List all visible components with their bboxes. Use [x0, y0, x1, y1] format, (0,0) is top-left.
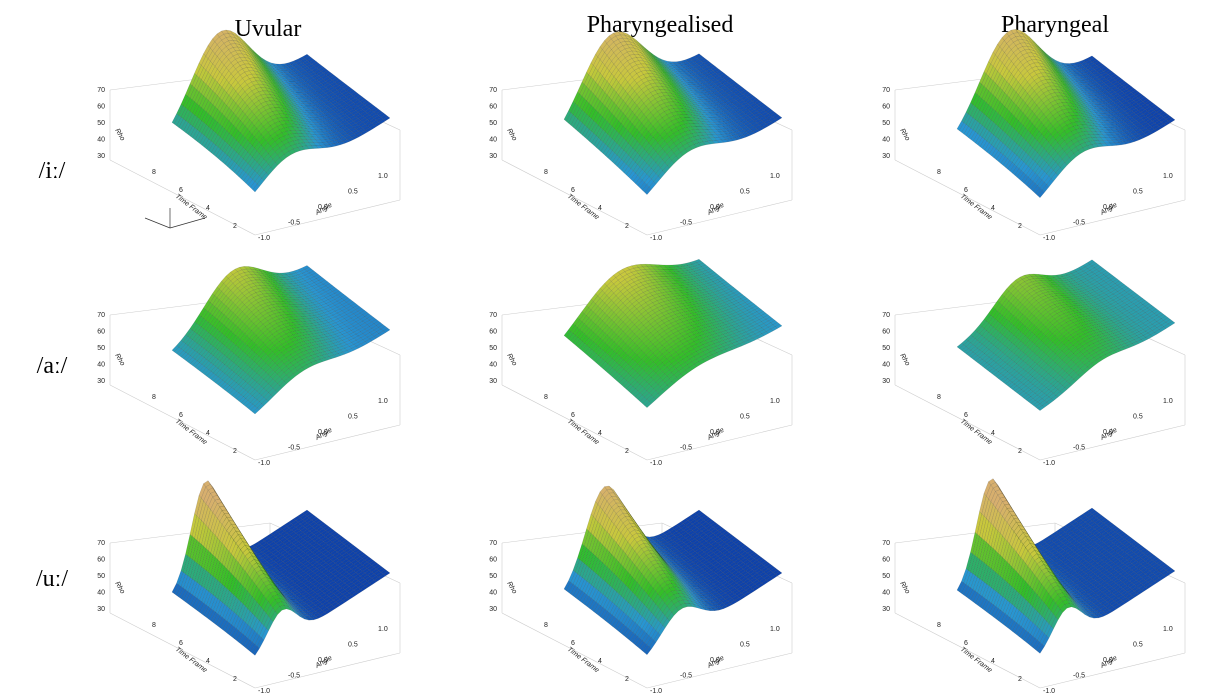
z-tick-label: 60: [97, 104, 105, 111]
y-tick-label: 4: [206, 430, 210, 437]
x-tick-label: -1.0: [258, 235, 270, 242]
x-tick-label: -0.5: [288, 445, 300, 452]
x-tick-label: 1.0: [1163, 173, 1173, 180]
x-tick-label: -0.5: [1073, 220, 1085, 227]
x-tick-label: -1.0: [1043, 235, 1055, 242]
x-tick-label: 1.0: [770, 173, 780, 180]
y-tick-label: 8: [152, 394, 156, 401]
z-tick-label: 30: [97, 378, 105, 385]
z-tick-label: 60: [882, 104, 890, 111]
x-tick-label: 0.5: [348, 189, 358, 196]
z-tick-label: 70: [97, 312, 105, 319]
x-tick-label: 1.0: [378, 398, 388, 405]
y-axis-label: Time Frame: [959, 193, 993, 221]
y-tick-label: 6: [179, 187, 183, 194]
surface-panel: 7060504030Rho8642Time Frame1.00.50.0-0.5…: [882, 29, 1185, 242]
column-title: Pharyngealised: [587, 12, 734, 38]
x-tick-label: 1.0: [378, 173, 388, 180]
x-tick-label: 0.5: [348, 414, 358, 421]
y-tick-label: 2: [233, 223, 237, 230]
x-tick-label: -0.5: [680, 220, 692, 227]
y-tick-label: 8: [937, 169, 941, 176]
y-tick-label: 8: [544, 169, 548, 176]
y-tick-label: 2: [1018, 223, 1022, 230]
z-tick-label: 60: [97, 329, 105, 336]
z-tick-label: 30: [97, 153, 105, 160]
surface-panel: 7060504030Rho8642Time Frame1.00.50.0-0.5…: [489, 259, 792, 467]
x-tick-label: -1.0: [258, 460, 270, 467]
x-tick-label: -0.5: [288, 220, 300, 227]
y-tick-label: 2: [625, 223, 629, 230]
z-tick-label: 40: [489, 137, 497, 144]
surface-grid: Uvular Pharyngealised Pharyngeal /iː/ /a…: [0, 0, 1205, 699]
y-axis-label: Time Frame: [566, 193, 600, 221]
z-tick-label: 60: [489, 104, 497, 111]
row-label: /aː/: [37, 353, 68, 379]
z-tick-label: 50: [882, 120, 890, 127]
z-tick-label: 70: [882, 87, 890, 94]
y-axis-label: Time Frame: [174, 193, 208, 221]
z-axis-label: Rho: [113, 128, 126, 143]
row-label: /uː/: [36, 566, 68, 592]
y-tick-label: 4: [206, 205, 210, 212]
y-tick-label: 6: [964, 187, 968, 194]
z-tick-label: 30: [882, 153, 890, 160]
y-tick-label: 2: [233, 448, 237, 455]
y-tick-label: 8: [152, 169, 156, 176]
y-axis-label: Time Frame: [174, 418, 208, 446]
z-axis-label: Rho: [113, 353, 126, 368]
column-title: Uvular: [235, 16, 302, 42]
y-tick-label: 6: [571, 187, 575, 194]
z-tick-label: 40: [97, 362, 105, 369]
surface-panel: 7060504030Rho8642Time Frame1.00.50.0-0.5…: [97, 265, 400, 467]
z-tick-label: 70: [489, 87, 497, 94]
z-tick-label: 30: [489, 153, 497, 160]
row-label: /iː/: [39, 158, 66, 184]
z-tick-label: 70: [97, 87, 105, 94]
z-tick-label: 50: [489, 120, 497, 127]
x-tick-label: -1.0: [650, 235, 662, 242]
z-axis-label: Rho: [505, 128, 518, 143]
y-tick-label: 4: [991, 205, 995, 212]
surface-panel: 7060504030Rho8642Time Frame1.00.50.0-0.5…: [97, 30, 400, 242]
x-tick-label: 0.5: [1133, 189, 1143, 196]
z-tick-label: 40: [882, 137, 890, 144]
z-tick-label: 50: [97, 345, 105, 352]
figure: Uvular Pharyngealised Pharyngeal /iː/ /a…: [0, 0, 1205, 699]
y-tick-label: 6: [179, 412, 183, 419]
surface-panel: 7060504030Rho8642Time Frame1.00.50.0-0.5…: [489, 32, 792, 242]
z-tick-label: 40: [97, 137, 105, 144]
z-axis-label: Rho: [898, 128, 911, 143]
x-tick-label: 0.5: [740, 189, 750, 196]
y-tick-label: 4: [598, 205, 602, 212]
z-tick-label: 50: [97, 120, 105, 127]
